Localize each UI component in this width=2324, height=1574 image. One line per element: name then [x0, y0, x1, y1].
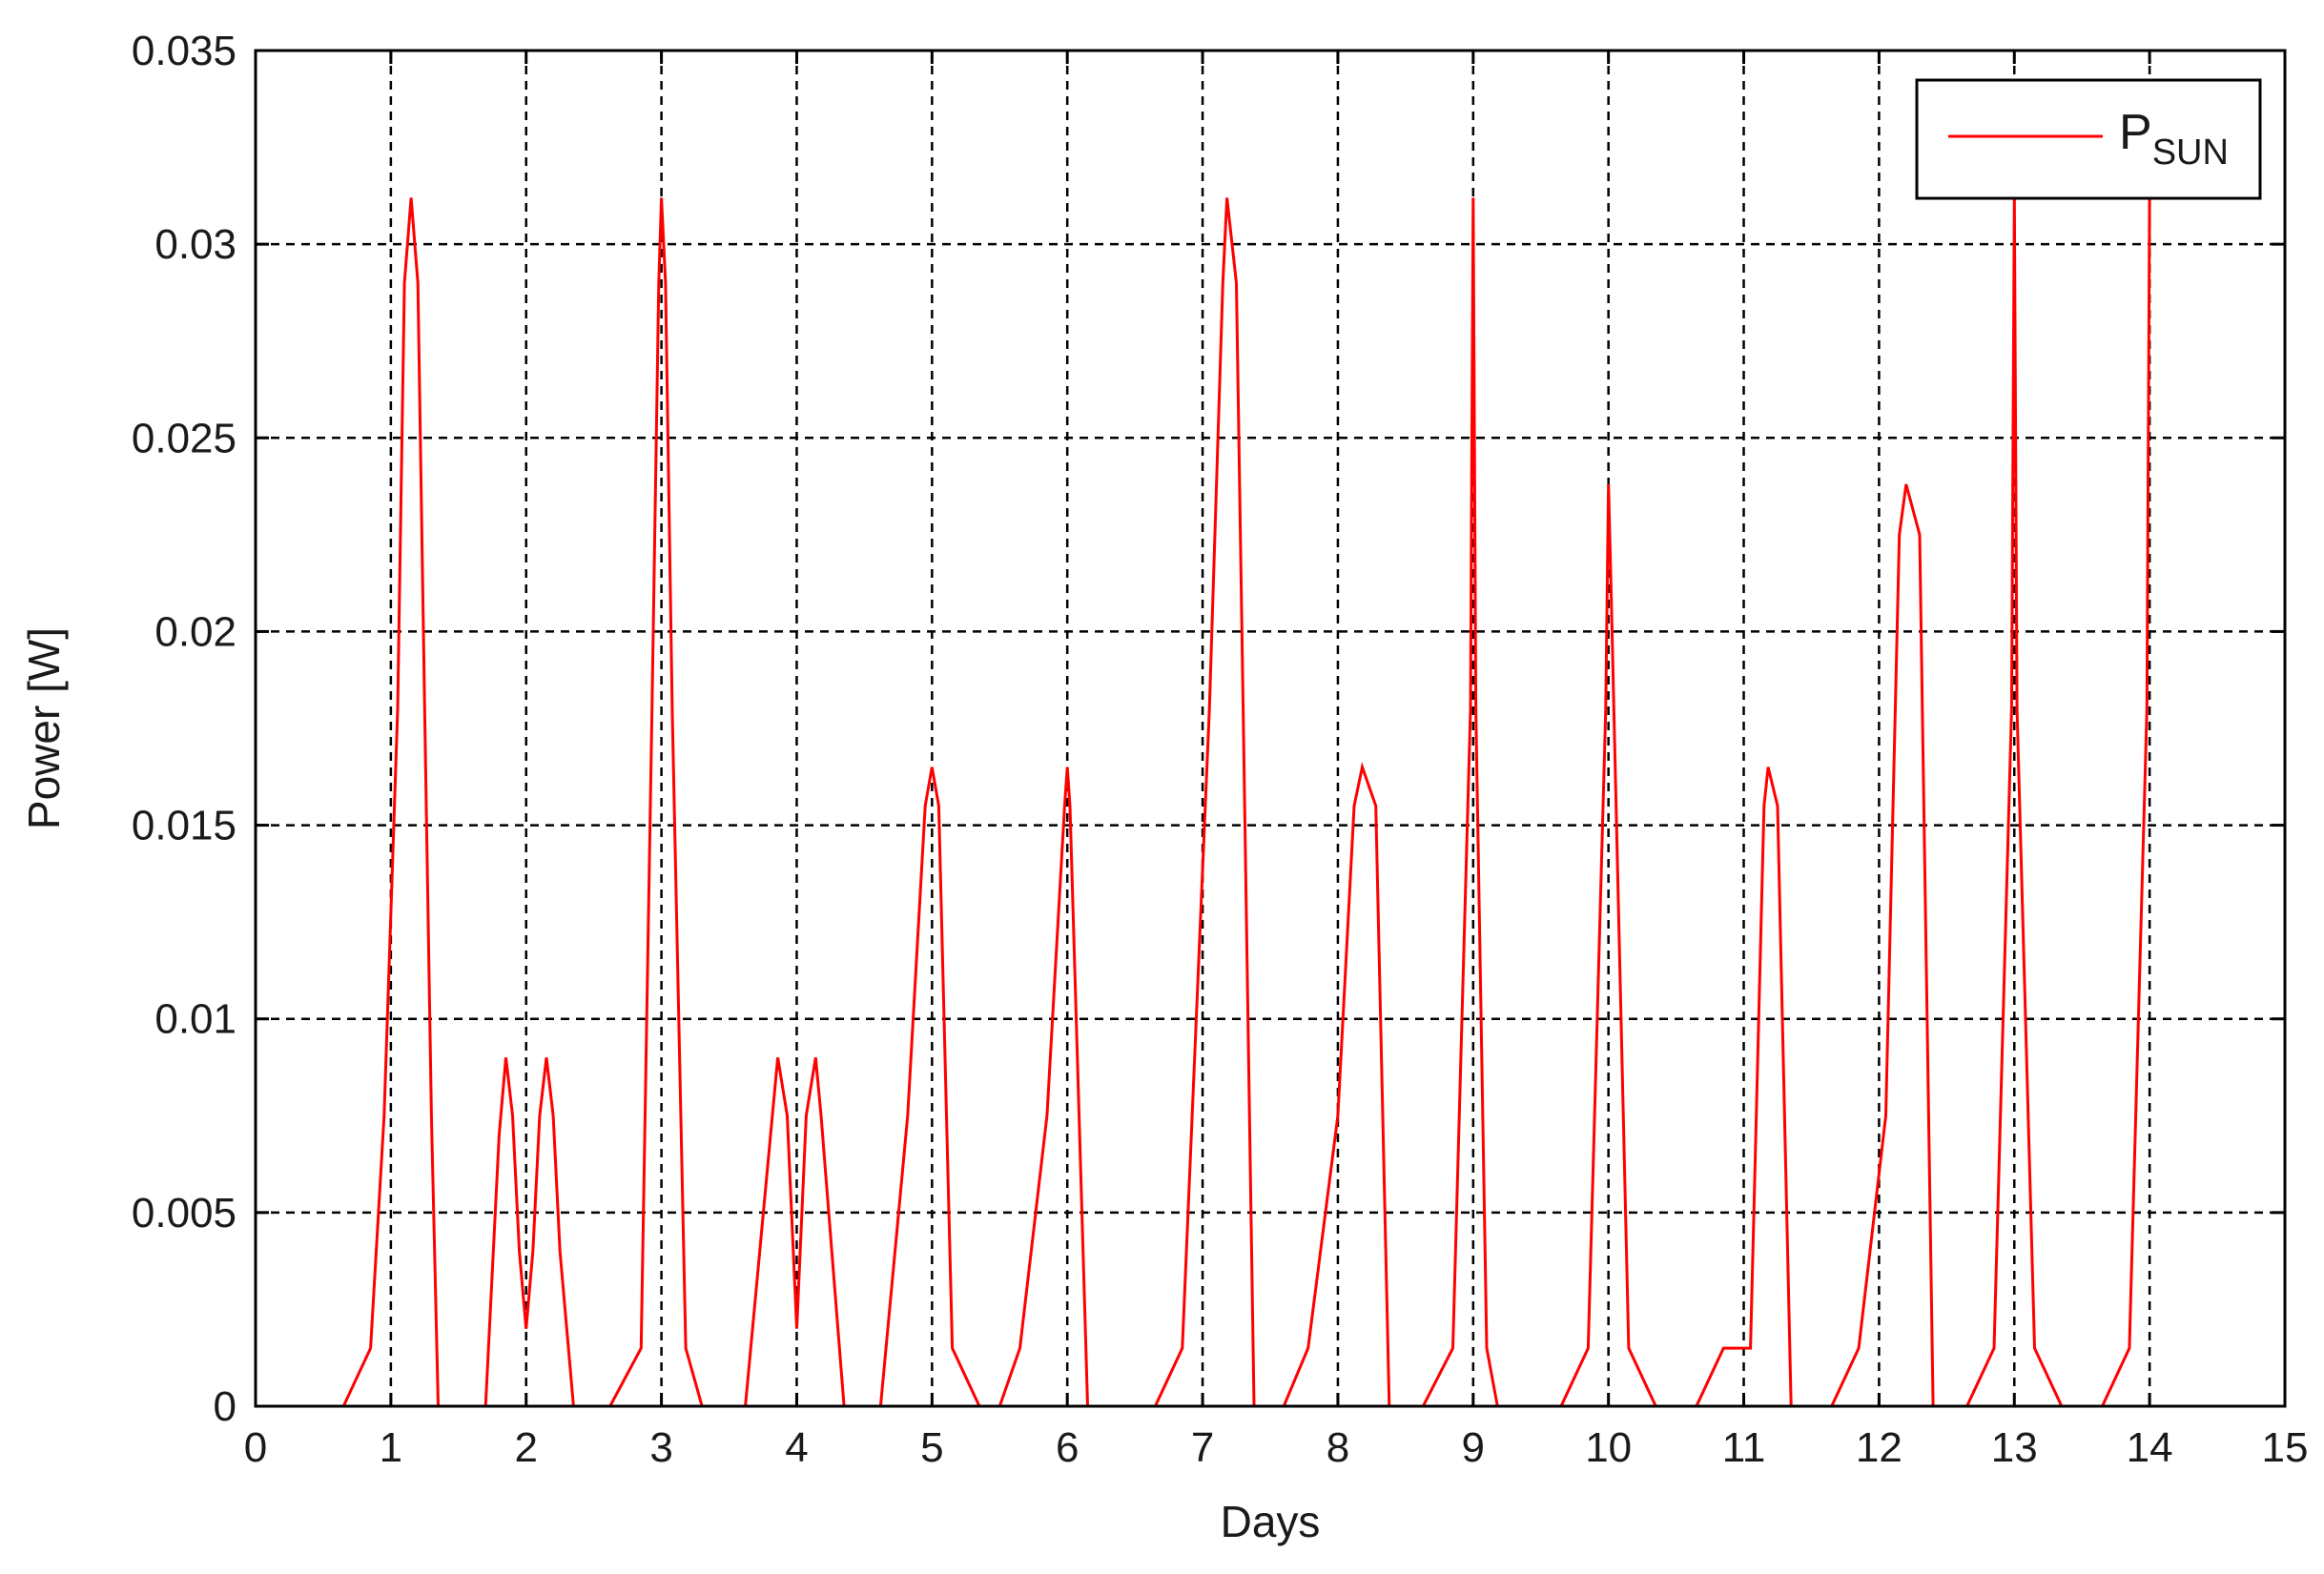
x-tick-label: 8: [1327, 1424, 1349, 1471]
x-tick-label: 6: [1056, 1424, 1079, 1471]
x-axis-label: Days: [1221, 1497, 1321, 1546]
y-tick-label: 0.02: [154, 608, 237, 655]
y-axis-label: Power [W]: [19, 627, 69, 829]
x-tick-label: 12: [1856, 1424, 1902, 1471]
x-tick-label: 7: [1191, 1424, 1214, 1471]
x-tick-label: 5: [920, 1424, 943, 1471]
x-tick-label: 13: [1991, 1424, 2038, 1471]
x-tick-label: 15: [2262, 1424, 2309, 1471]
y-tick-label: 0.035: [132, 28, 237, 74]
legend-label-subscript: SUN: [2152, 133, 2229, 173]
legend-label-main: P: [2119, 105, 2152, 160]
x-tick-label: 14: [2127, 1424, 2173, 1471]
x-tick-label: 1: [380, 1424, 402, 1471]
y-tick-label: 0.03: [154, 221, 237, 268]
plot-area: [256, 51, 2285, 1406]
y-tick-label: 0.01: [154, 996, 237, 1043]
y-tick-label: 0: [214, 1383, 237, 1430]
x-tick-label: 9: [1462, 1424, 1485, 1471]
y-tick-label: 0.005: [132, 1190, 237, 1237]
grid-lines: [256, 51, 2285, 1406]
x-tick-label: 4: [785, 1424, 808, 1471]
x-tick-label: 0: [244, 1424, 267, 1471]
legend-box: [1915, 78, 2262, 200]
x-tick-label: 3: [649, 1424, 672, 1471]
x-tick-label: 2: [514, 1424, 537, 1471]
x-tick-label: 10: [1585, 1424, 1632, 1471]
ticks: 0 1 2 3 4 5 6 7 8 9 10 11 12 13 14 1500.0050.010.0150.0…: [132, 28, 2309, 1471]
y-tick-label: 0.025: [132, 415, 237, 461]
plot-frame: [254, 49, 2287, 1408]
legend-label: PSUN: [2119, 105, 2229, 173]
x-tick-label: 11: [1722, 1424, 1766, 1471]
legend: PSUN: [1915, 78, 2262, 200]
y-tick-label: 0.015: [132, 803, 237, 849]
